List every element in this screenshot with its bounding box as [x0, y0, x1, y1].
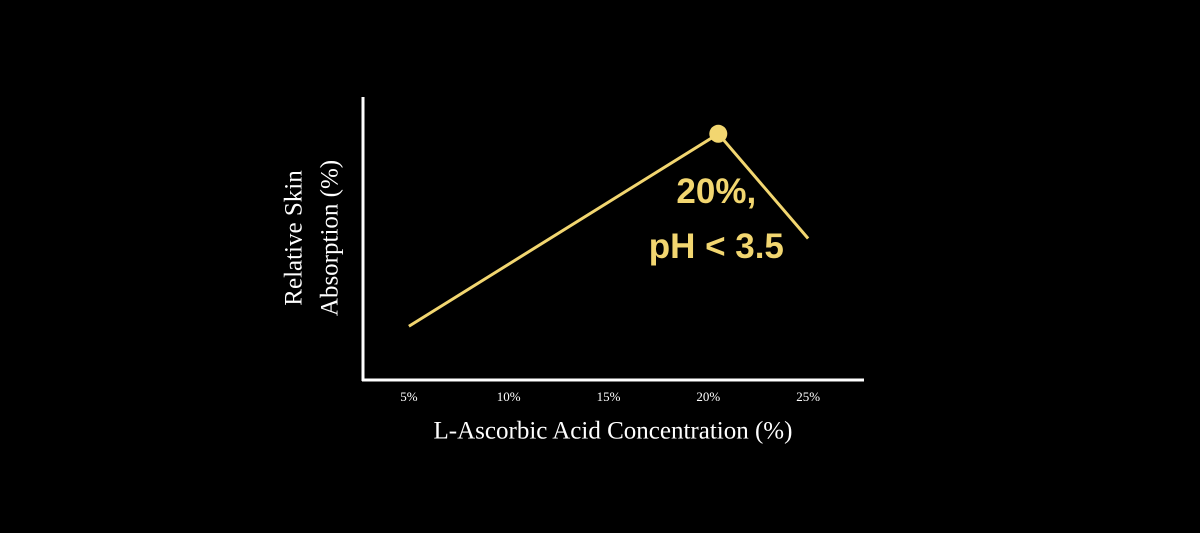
- x-tick-label: 20%: [696, 389, 720, 404]
- x-tick-label: 10%: [497, 389, 521, 404]
- x-tick-label: 15%: [597, 389, 621, 404]
- x-tick-label: 25%: [796, 389, 820, 404]
- peak-marker: [709, 124, 728, 143]
- x-tick-label: 5%: [400, 389, 418, 404]
- y-axis-title: Relative Skin: [281, 170, 308, 306]
- annotation: pH < 3.5: [649, 227, 784, 266]
- x-axis-title: L-Ascorbic Acid Concentration (%): [434, 418, 793, 445]
- y-axis-title: Absorption (%): [317, 160, 344, 316]
- annotation: 20%,: [676, 172, 756, 211]
